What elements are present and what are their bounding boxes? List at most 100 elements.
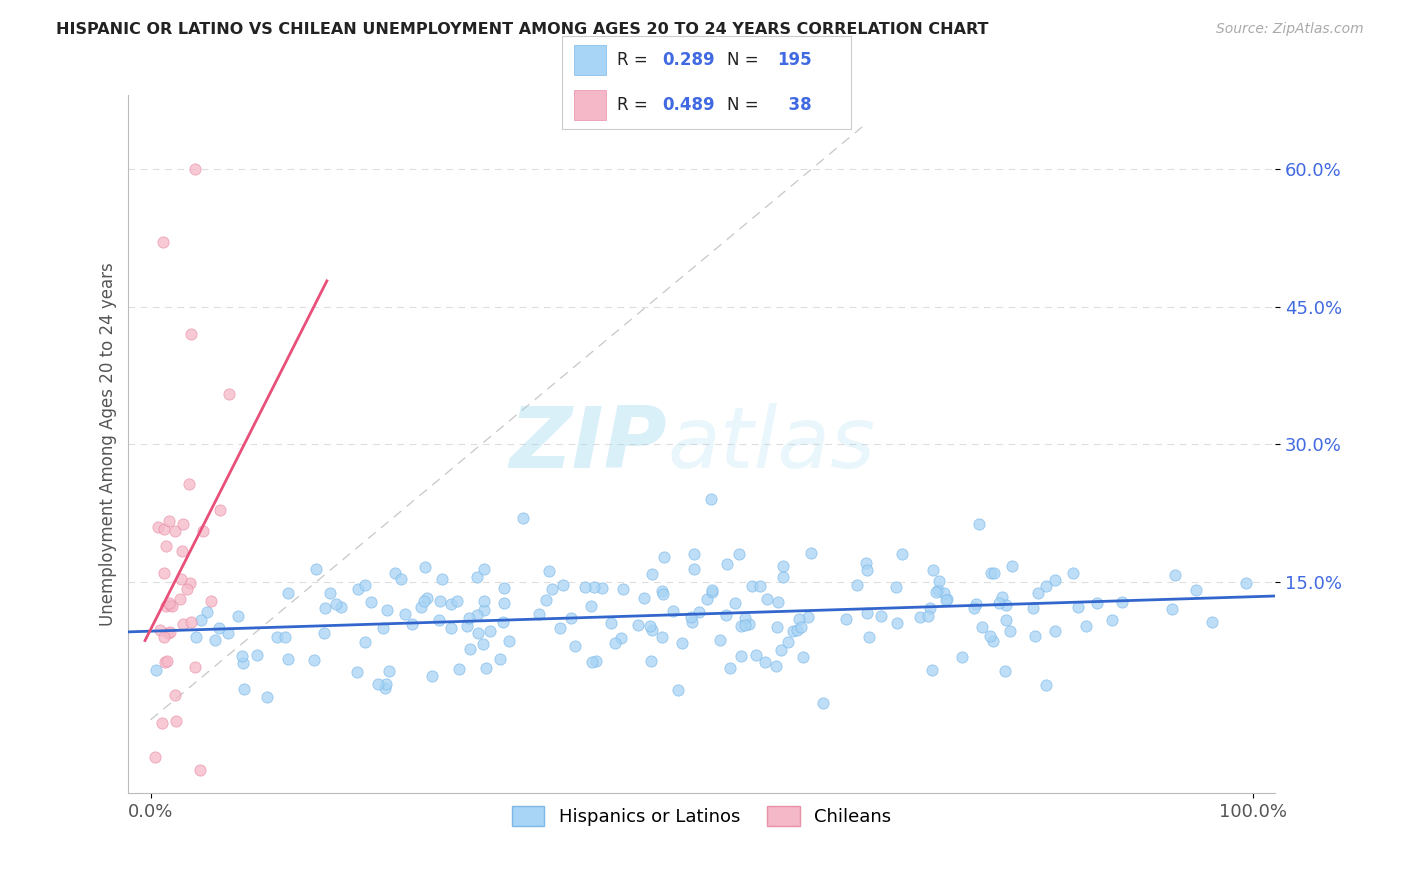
- Point: [384, 566, 406, 580]
- Point: [688, 606, 710, 620]
- Point: [765, 659, 787, 673]
- Point: [479, 624, 502, 639]
- Point: [858, 631, 880, 645]
- Point: [835, 611, 858, 625]
- Point: [233, 681, 256, 696]
- Point: [856, 607, 879, 621]
- Point: [427, 613, 450, 627]
- Point: [1024, 629, 1046, 643]
- Point: [603, 635, 626, 649]
- Point: [564, 639, 586, 653]
- Point: [169, 572, 191, 586]
- Point: [991, 591, 1014, 605]
- Point: [699, 492, 721, 507]
- Point: [995, 613, 1018, 627]
- Point: [925, 584, 948, 599]
- Point: [981, 634, 1004, 648]
- Point: [661, 604, 683, 618]
- Point: [353, 635, 375, 649]
- Legend: Hispanics or Latinos, Chileans: Hispanics or Latinos, Chileans: [505, 799, 898, 833]
- Point: [534, 592, 557, 607]
- Point: [950, 650, 973, 665]
- Point: [475, 661, 498, 675]
- Text: ZIP: ZIP: [510, 403, 668, 486]
- Point: [218, 387, 240, 401]
- Point: [374, 677, 396, 691]
- Point: [208, 621, 231, 635]
- Point: [217, 626, 239, 640]
- Point: [373, 621, 395, 635]
- Point: [797, 610, 820, 624]
- Point: [411, 600, 433, 615]
- Point: [541, 582, 564, 597]
- Point: [651, 587, 673, 601]
- Y-axis label: Unemployment Among Ages 20 to 24 years: Unemployment Among Ages 20 to 24 years: [100, 262, 117, 626]
- Point: [156, 654, 179, 668]
- Point: [696, 591, 718, 606]
- Point: [741, 579, 763, 593]
- Point: [766, 595, 789, 609]
- Point: [330, 599, 353, 614]
- Point: [1185, 582, 1208, 597]
- Point: [157, 596, 180, 610]
- Point: [681, 610, 703, 624]
- Point: [980, 566, 1002, 581]
- Point: [728, 547, 751, 561]
- Point: [209, 503, 232, 517]
- Point: [266, 630, 288, 644]
- Point: [156, 625, 179, 640]
- Point: [681, 615, 703, 629]
- Point: [176, 582, 198, 596]
- Point: [465, 570, 488, 584]
- Point: [200, 594, 222, 608]
- Point: [651, 630, 673, 644]
- Text: HISPANIC OR LATINO VS CHILEAN UNEMPLOYMENT AMONG AGES 20 TO 24 YEARS CORRELATION: HISPANIC OR LATINO VS CHILEAN UNEMPLOYME…: [56, 22, 988, 37]
- Text: N =: N =: [727, 51, 763, 69]
- Point: [347, 582, 370, 596]
- Point: [145, 663, 167, 677]
- Bar: [574, 90, 606, 120]
- Point: [401, 616, 423, 631]
- Point: [458, 611, 481, 625]
- Point: [304, 562, 326, 576]
- Point: [389, 572, 412, 586]
- Point: [232, 656, 254, 670]
- Point: [585, 654, 607, 668]
- Point: [180, 615, 202, 630]
- Point: [718, 661, 741, 675]
- Point: [551, 577, 574, 591]
- Point: [683, 562, 706, 576]
- Point: [965, 597, 987, 611]
- Point: [184, 659, 207, 673]
- Point: [325, 597, 347, 611]
- Point: [193, 524, 215, 538]
- Point: [274, 630, 297, 644]
- Point: [188, 764, 211, 778]
- Point: [1035, 677, 1057, 691]
- Point: [467, 608, 489, 623]
- Point: [1164, 567, 1187, 582]
- Point: [184, 161, 207, 176]
- Point: [226, 609, 249, 624]
- Point: [430, 572, 453, 586]
- Point: [231, 649, 253, 664]
- Point: [870, 608, 893, 623]
- Point: [769, 643, 792, 657]
- Point: [1026, 586, 1049, 600]
- Point: [527, 607, 550, 621]
- Point: [246, 648, 269, 663]
- Point: [159, 625, 181, 640]
- Point: [702, 585, 724, 599]
- Text: 38: 38: [778, 96, 811, 114]
- Point: [550, 621, 572, 635]
- Point: [709, 632, 731, 647]
- Point: [890, 548, 912, 562]
- Point: [179, 477, 201, 491]
- Point: [714, 607, 737, 622]
- Point: [782, 624, 804, 639]
- Point: [683, 547, 706, 561]
- Point: [492, 615, 515, 629]
- Point: [730, 648, 752, 663]
- Point: [979, 629, 1001, 643]
- Point: [172, 543, 194, 558]
